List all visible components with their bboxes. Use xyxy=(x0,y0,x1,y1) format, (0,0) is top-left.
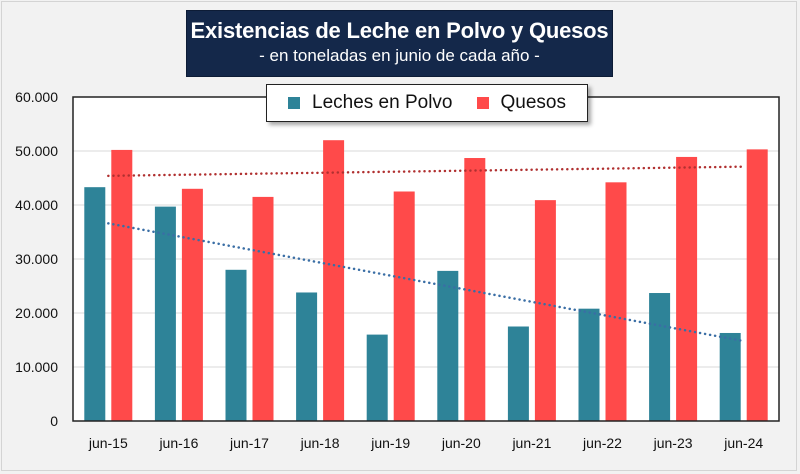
x-tick-label: jun-24 xyxy=(723,435,763,451)
y-tick-label: 50.000 xyxy=(15,143,58,159)
x-tick-label: jun-21 xyxy=(511,435,551,451)
y-tick-label: 10.000 xyxy=(15,359,58,375)
legend-swatch-leche xyxy=(288,97,300,109)
trendlines xyxy=(107,165,745,343)
x-tick-label: jun-19 xyxy=(370,435,410,451)
bar-quesos xyxy=(605,182,627,421)
legend-label-quesos: Quesos xyxy=(500,92,566,113)
legend-label-leche: Leches en Polvo xyxy=(312,92,453,113)
bar-leche xyxy=(154,206,176,421)
y-tick-label: 0 xyxy=(50,413,58,429)
x-tick-label: jun-18 xyxy=(300,435,340,451)
bar-leche xyxy=(84,187,106,421)
bar-quesos xyxy=(464,158,486,421)
bar-quesos xyxy=(111,149,133,422)
chart-title: Existencias de Leche en Polvo y Quesos xyxy=(190,18,609,43)
bar-quesos xyxy=(676,156,698,421)
trendline-quesos xyxy=(107,165,745,178)
x-tick-label: jun-22 xyxy=(582,435,622,451)
trendline-leche xyxy=(107,222,745,343)
y-axis-ticks: 0 10.000 20.000 30.000 40.000 50.000 60.000 xyxy=(15,89,58,429)
legend-item-leche: Leches en Polvo xyxy=(288,92,453,114)
bar-quesos xyxy=(181,188,203,421)
x-axis-ticks: jun-15 jun-16 jun-17 jun-18 jun-19 jun-20 jun-… xyxy=(88,435,764,451)
x-tick-label: jun-23 xyxy=(653,435,693,451)
x-tick-label: jun-15 xyxy=(88,435,128,451)
y-tick-label: 30.000 xyxy=(15,251,58,267)
bar-quesos xyxy=(534,200,556,421)
y-tick-label: 60.000 xyxy=(15,89,58,105)
bar-quesos xyxy=(323,140,345,421)
bar-leche xyxy=(649,293,671,421)
legend-swatch-quesos xyxy=(476,97,489,109)
chart-subtitle: - en toneladas en junio de cada año - xyxy=(259,46,540,65)
y-tick-label: 40.000 xyxy=(15,197,58,213)
bar-leche xyxy=(578,308,600,421)
legend: Leches en Polvo Quesos xyxy=(266,84,588,122)
bar-quesos xyxy=(393,191,415,421)
bar-leche xyxy=(437,270,459,421)
bar-leche xyxy=(507,326,529,421)
bar-quesos xyxy=(746,149,768,421)
x-tick-label: jun-17 xyxy=(229,435,269,451)
bar-leche xyxy=(225,269,247,421)
bar-leche xyxy=(366,334,388,421)
chart-title-box: Existencias de Leche en Polvo y Quesos -… xyxy=(186,10,613,77)
bar-leche xyxy=(296,292,318,421)
legend-item-quesos: Quesos xyxy=(476,92,566,114)
bar-leche xyxy=(719,332,741,421)
x-tick-label: jun-20 xyxy=(441,435,481,451)
bar-quesos xyxy=(252,196,274,421)
x-tick-label: jun-16 xyxy=(158,435,198,451)
y-tick-label: 20.000 xyxy=(15,305,58,321)
bars xyxy=(84,140,768,422)
